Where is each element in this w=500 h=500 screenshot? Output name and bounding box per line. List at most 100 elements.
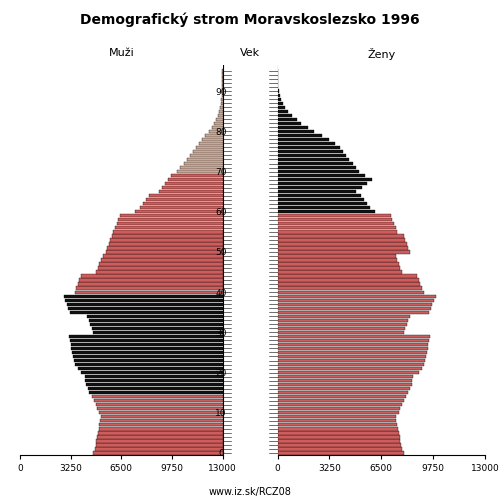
Bar [278,347,428,350]
Bar [278,234,404,237]
Bar [278,310,429,314]
Bar [278,106,285,109]
Bar [109,242,222,246]
Bar [278,146,340,149]
Bar [81,274,223,278]
Bar [70,343,223,346]
Bar [278,258,397,262]
Bar [88,318,222,322]
Bar [278,436,400,438]
Bar [278,375,413,378]
Bar [278,142,335,145]
Bar [100,419,222,422]
Bar [278,138,328,141]
Bar [218,114,222,117]
Bar [100,423,222,426]
Bar [136,210,222,214]
Bar [278,130,314,133]
Bar [219,110,222,113]
Bar [278,218,392,222]
Bar [278,326,405,330]
Bar [81,371,223,374]
Bar [70,339,222,342]
Bar [278,403,402,406]
Bar [84,375,222,378]
Bar [106,250,222,254]
Bar [93,452,222,454]
Bar [180,166,222,169]
Bar [278,274,417,278]
Bar [278,186,362,190]
Bar [278,367,422,370]
Bar [278,294,436,298]
Bar [278,419,396,422]
Bar [278,452,404,454]
Bar [278,182,367,186]
Bar [101,415,222,418]
Bar [278,306,430,310]
Bar [278,440,400,442]
Bar [278,339,429,342]
Bar [278,298,434,302]
Bar [278,334,430,338]
Bar [278,118,296,121]
Bar [87,314,222,318]
Bar [278,94,280,97]
Bar [66,302,222,306]
Bar [278,330,404,334]
Bar [143,202,222,205]
Bar [96,444,222,446]
Bar [278,270,402,274]
Bar [214,122,222,125]
Bar [278,379,412,382]
Bar [278,178,372,181]
Bar [278,444,401,446]
Bar [278,427,398,430]
Bar [278,387,410,390]
Text: Demografický strom Moravskoslezsko 1996: Demografický strom Moravskoslezsko 1996 [80,12,420,27]
Bar [278,198,364,202]
Bar [221,102,222,105]
Bar [278,395,406,398]
Bar [278,290,424,294]
Bar [98,266,222,270]
Bar [72,347,223,350]
Bar [278,126,308,129]
Bar [278,411,399,414]
Bar [278,302,432,306]
Bar [278,407,400,410]
Bar [150,194,222,198]
Bar [165,182,222,186]
Text: Muži: Muži [108,48,134,58]
Bar [79,278,223,282]
Bar [278,98,281,101]
Bar [278,230,397,234]
Bar [90,391,222,394]
Bar [64,294,222,298]
Bar [278,102,283,105]
Bar [114,230,222,234]
Bar [278,134,322,137]
Bar [92,395,222,398]
Bar [76,363,223,366]
Bar [193,150,222,153]
Bar [199,142,222,145]
Text: www.iz.sk/RCZ08: www.iz.sk/RCZ08 [208,488,292,498]
Bar [278,383,411,386]
Bar [278,194,360,198]
Bar [97,407,222,410]
Bar [278,282,420,286]
Bar [278,355,426,358]
Bar [278,448,402,450]
Bar [278,343,428,346]
Bar [68,306,222,310]
Bar [278,363,424,366]
Bar [95,448,222,450]
Bar [278,214,391,218]
Bar [162,186,222,190]
Bar [186,158,222,161]
Bar [110,238,222,242]
Bar [278,166,355,169]
Bar [96,270,222,274]
Bar [216,118,222,121]
